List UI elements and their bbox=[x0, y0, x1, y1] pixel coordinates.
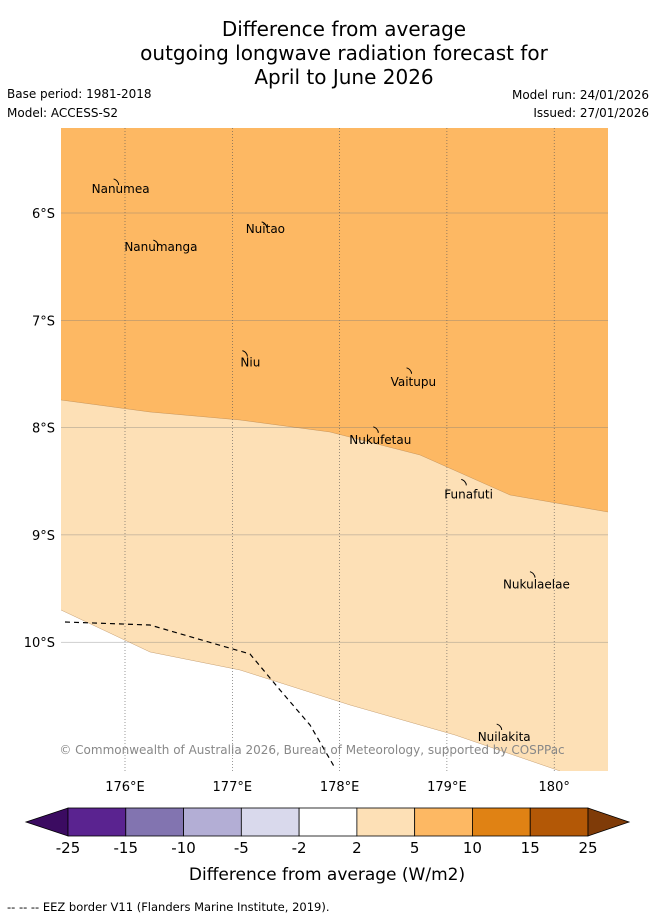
place-label: Nuitao bbox=[246, 222, 285, 236]
contour-line-upper bbox=[61, 399, 608, 513]
forecast-map: Nanumea Nuitao Nanumanga Niu Vaitupu Nukufeta… bbox=[24, 128, 631, 885]
model-name: Model: ACCESS-S2 bbox=[7, 106, 119, 120]
island-outline bbox=[373, 426, 379, 433]
colorbar-extend-low bbox=[24, 807, 69, 837]
colorbar bbox=[24, 807, 631, 837]
place-label: Nuilakita bbox=[478, 730, 531, 744]
colorbar-bin bbox=[125, 807, 184, 837]
place-label: Niu bbox=[240, 356, 260, 370]
gridlines bbox=[61, 128, 608, 771]
island-outline bbox=[153, 239, 159, 247]
colorbar-tick-label: -15 bbox=[114, 839, 139, 857]
longitude-labels: 176°E 177°E 178°E 179°E 180° bbox=[105, 780, 570, 795]
island-outline bbox=[261, 221, 268, 228]
colorbar-tick-label: -25 bbox=[56, 839, 81, 857]
colorbar-bin bbox=[240, 807, 300, 837]
latitude-label: 9°S bbox=[32, 529, 55, 544]
colorbar-ticks: -25 -15 -10 -5 -2 2 5 10 15 25 bbox=[56, 839, 598, 857]
colorbar-tick-label: -2 bbox=[292, 839, 307, 857]
latitude-labels: 6°S 7°S 8°S 9°S 10°S bbox=[24, 207, 55, 651]
colorbar-bin bbox=[414, 807, 473, 837]
base-period: Base period: 1981-2018 bbox=[7, 87, 152, 101]
colorbar-tick-label: 10 bbox=[463, 839, 482, 857]
colorbar-label: Difference from average (W/m2) bbox=[189, 865, 465, 885]
island-outline bbox=[242, 350, 248, 357]
latitude-label: 6°S bbox=[32, 207, 55, 222]
region-2-to-5 bbox=[61, 400, 608, 771]
island-outline bbox=[496, 723, 503, 731]
island-outline bbox=[529, 571, 536, 578]
longitude-label: 179°E bbox=[427, 780, 467, 795]
colorbar-tick-label: -5 bbox=[234, 839, 249, 857]
longitude-label: 180° bbox=[539, 780, 570, 795]
eez-legend: -- -- -- EEZ border V11 (Flanders Marine… bbox=[7, 900, 330, 914]
colorbar-tick-label: -10 bbox=[171, 839, 196, 857]
colorbar-bin bbox=[529, 807, 589, 837]
colorbar-tick-label: 25 bbox=[578, 839, 597, 857]
place-label: Nanumanga bbox=[124, 240, 197, 254]
colorbar-bin bbox=[356, 807, 416, 837]
colorbar-tick-label: 15 bbox=[521, 839, 540, 857]
title-line-2: outgoing longwave radiation forecast for bbox=[140, 41, 548, 65]
colorbar-bin bbox=[298, 807, 358, 837]
issued-date: Issued: 27/01/2026 bbox=[533, 106, 649, 120]
colorbar-bin bbox=[183, 807, 242, 837]
longitude-label: 176°E bbox=[105, 780, 145, 795]
island-outline bbox=[113, 178, 120, 185]
colorbar-bin bbox=[67, 807, 127, 837]
model-run: Model run: 24/01/2026 bbox=[511, 88, 649, 102]
colorbar-bin bbox=[472, 807, 531, 837]
chart-title: Difference from average outgoing longwav… bbox=[0, 17, 655, 89]
place-label: Nukulaelae bbox=[503, 578, 570, 592]
copyright-notice: © Commonwealth of Australia 2026, Bureau… bbox=[59, 743, 564, 757]
colorbar-tick-label: 5 bbox=[410, 839, 420, 857]
colorbar-extend-high bbox=[587, 807, 631, 837]
place-label: Nanumea bbox=[92, 182, 150, 196]
latitude-label: 8°S bbox=[32, 422, 55, 437]
eez-border bbox=[64, 621, 336, 769]
latitude-label: 10°S bbox=[24, 636, 55, 651]
contour-line-lower bbox=[61, 609, 561, 771]
island-coastlines bbox=[113, 178, 536, 731]
place-label: Funafuti bbox=[444, 487, 493, 501]
place-label: Nukufetau bbox=[349, 433, 411, 447]
colorbar-tick-label: 2 bbox=[352, 839, 362, 857]
map-area bbox=[61, 128, 608, 771]
place-labels: Nanumea Nuitao Nanumanga Niu Vaitupu Nukufeta… bbox=[92, 182, 570, 744]
longitude-label: 178°E bbox=[320, 780, 360, 795]
place-label: Vaitupu bbox=[391, 375, 437, 389]
longitude-label: 177°E bbox=[213, 780, 253, 795]
title-line-1: Difference from average bbox=[221, 17, 467, 41]
latitude-label: 7°S bbox=[32, 314, 55, 329]
island-outline bbox=[406, 367, 413, 374]
island-outline bbox=[461, 478, 467, 486]
title-line-3: April to June 2026 bbox=[254, 65, 434, 89]
